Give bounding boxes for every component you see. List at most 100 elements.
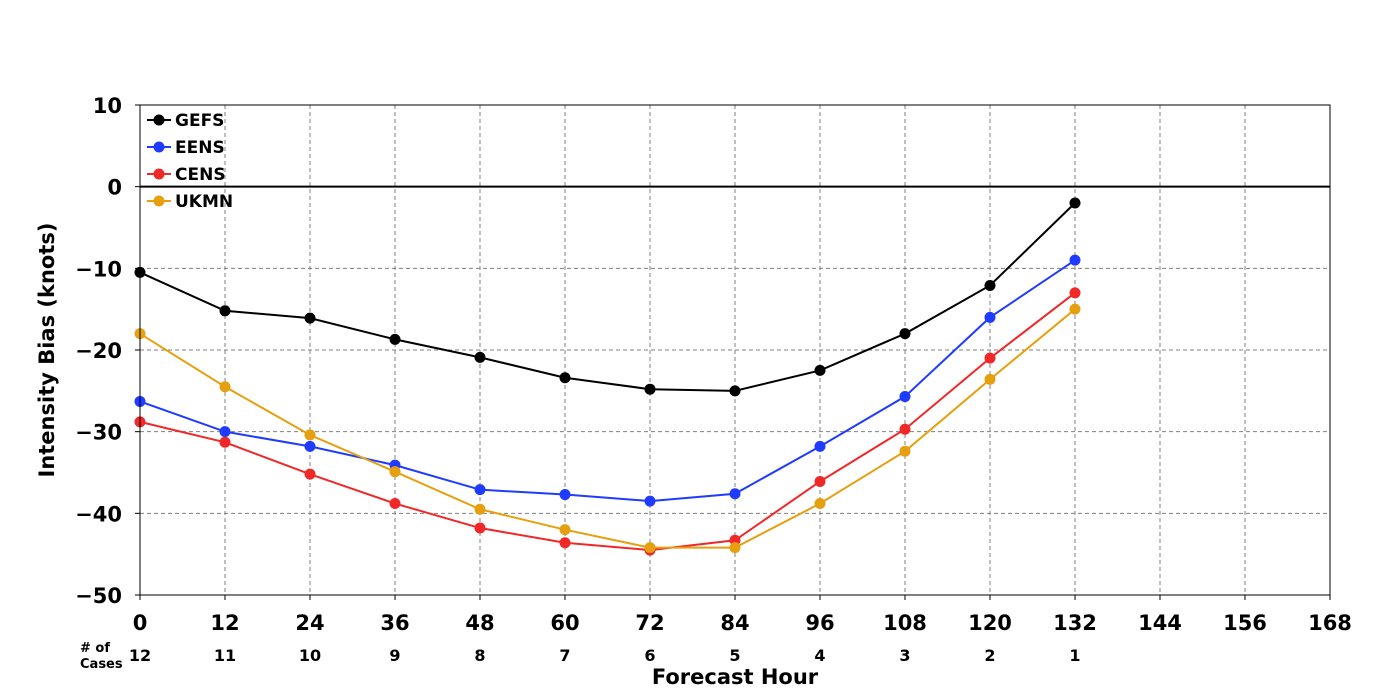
data-point-eens [474, 484, 486, 496]
x-tick-label: 12 [210, 611, 239, 635]
series-line-eens [139, 259, 1076, 503]
y-tick-label: −20 [75, 339, 122, 363]
data-point-gefs [1069, 197, 1081, 209]
x-tick-label: 72 [635, 611, 664, 635]
data-point-gefs [729, 385, 741, 397]
data-point-ukmn [644, 542, 656, 554]
series-ukmn [134, 303, 1081, 554]
data-point-eens [559, 489, 571, 501]
x-tick-label: 36 [380, 611, 409, 635]
cases-count: 7 [559, 646, 570, 665]
y-tick-label: −50 [75, 584, 122, 608]
data-point-cens [389, 498, 401, 510]
x-tick-label: 132 [1053, 611, 1097, 635]
legend-label: GEFS [175, 111, 224, 131]
data-point-cens [899, 423, 911, 435]
cases-count: 5 [729, 646, 740, 665]
x-tick-labels: 0 12 24 36 48 60 72 84 96 108 120 132 144 156 168 [133, 595, 1352, 635]
x-tick-label: 0 [133, 611, 148, 635]
data-point-cens [814, 475, 826, 487]
legend-label: UKMN [175, 192, 233, 212]
legend-marker [153, 114, 165, 126]
data-point-ukmn [814, 498, 826, 510]
x-tick-label: 48 [465, 611, 494, 635]
legend-marker [153, 195, 165, 207]
y-tick-labels: 10 0 −10 −20 −30 −40 −50 [75, 94, 140, 608]
cases-title: # of Cases [80, 641, 123, 672]
data-point-eens [219, 426, 231, 438]
data-point-ukmn [219, 381, 231, 393]
series-line-ukmn [139, 308, 1076, 549]
cases-count: 8 [474, 646, 485, 665]
legend-marker [153, 141, 165, 153]
data-point-ukmn [389, 466, 401, 478]
cases-count: 9 [389, 646, 400, 665]
data-point-cens [304, 468, 316, 480]
x-tick-label: 120 [968, 611, 1012, 635]
grid-lines [140, 105, 1330, 595]
legend-label: CENS [175, 165, 226, 185]
legend-label: EENS [175, 138, 225, 158]
series-line-gefs [139, 202, 1076, 392]
cases-count: 3 [899, 646, 910, 665]
data-point-eens [729, 488, 741, 500]
legend-item-cens: CENS [147, 165, 226, 185]
data-point-cens [984, 352, 996, 364]
cases-count: 4 [814, 646, 825, 665]
data-point-gefs [984, 279, 996, 291]
x-tick-label: 24 [295, 611, 324, 635]
legend-item-ukmn: UKMN [147, 192, 233, 212]
cases-count: 12 [129, 646, 151, 665]
data-point-ukmn [984, 373, 996, 385]
data-point-gefs [559, 372, 571, 384]
data-series [134, 197, 1081, 556]
legend-item-gefs: GEFS [147, 111, 224, 131]
y-tick-label: 0 [107, 176, 122, 200]
data-point-eens [304, 440, 316, 452]
series-eens [134, 254, 1081, 507]
data-point-gefs [304, 312, 316, 324]
series-line-cens [139, 292, 1076, 552]
data-point-ukmn [474, 503, 486, 515]
data-point-cens [1069, 287, 1081, 299]
x-tick-label: 60 [550, 611, 579, 635]
series-cens [134, 287, 1081, 556]
cases-row: # of Cases 12 11 10 9 8 7 6 5 4 3 2 1 [80, 641, 1081, 672]
data-point-eens [899, 391, 911, 403]
y-tick-label: −40 [75, 502, 122, 526]
cases-count: 6 [644, 646, 655, 665]
cases-count: 2 [984, 646, 995, 665]
data-point-ukmn [729, 542, 741, 554]
data-point-ukmn [1069, 303, 1081, 315]
x-tick-label: 144 [1138, 611, 1182, 635]
data-point-ukmn [899, 445, 911, 457]
x-axis-title: Forecast Hour [652, 665, 819, 689]
data-point-gefs [644, 383, 656, 395]
data-point-eens [814, 440, 826, 452]
y-axis-title: Intensity Bias (knots) [35, 223, 59, 478]
cases-count: 11 [214, 646, 236, 665]
data-point-gefs [814, 364, 826, 376]
data-point-eens [984, 311, 996, 323]
legend-marker [153, 168, 165, 180]
y-tick-label: 10 [93, 94, 122, 118]
cases-count: 1 [1069, 646, 1080, 665]
data-point-gefs [474, 351, 486, 363]
x-tick-label: 84 [720, 611, 749, 635]
data-point-cens [219, 436, 231, 448]
data-point-gefs [219, 305, 231, 317]
data-point-cens [474, 522, 486, 534]
data-point-eens [644, 495, 656, 507]
data-point-eens [1069, 254, 1081, 266]
data-point-ukmn [559, 524, 571, 536]
data-point-cens [559, 537, 571, 549]
y-tick-label: −10 [75, 257, 122, 281]
x-tick-label: 96 [805, 611, 834, 635]
cases-count: 10 [299, 646, 321, 665]
data-point-ukmn [304, 429, 316, 441]
x-tick-label: 168 [1308, 611, 1352, 635]
legend-item-eens: EENS [147, 138, 225, 158]
data-point-gefs [899, 328, 911, 340]
x-tick-label: 156 [1223, 611, 1267, 635]
